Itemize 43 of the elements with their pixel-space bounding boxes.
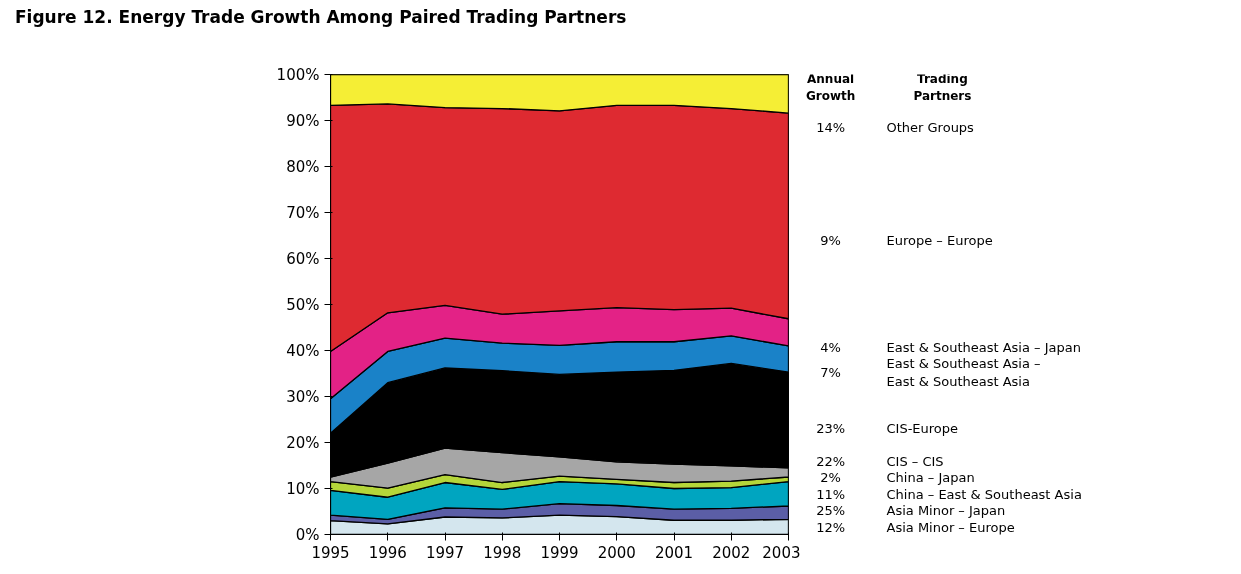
y-tick-label: 0% <box>295 525 320 544</box>
y-tick-label: 60% <box>286 249 320 268</box>
text: Annual Growth <box>805 72 856 104</box>
y-tick-label: 10% <box>286 479 320 498</box>
chart-title: Figure 12. Energy Trade Growth Among Paired Trading Partners <box>15 6 627 29</box>
text: China – East & Southeast Asia <box>886 486 1082 502</box>
text: East & Southeast Asia – East & Southeast Asia <box>886 355 1041 389</box>
text: 23% <box>816 421 846 437</box>
text: 9% <box>820 232 841 248</box>
text: 12% <box>816 519 846 535</box>
y-tick-label: 40% <box>286 341 320 360</box>
text: 14% <box>816 119 846 135</box>
x-tick-label: 1999 <box>540 543 579 562</box>
text: 7% <box>820 364 841 380</box>
y-tick-label: 20% <box>286 433 320 452</box>
y-tick-label: 30% <box>286 387 320 406</box>
text: Asia Minor – Europe <box>886 519 1015 535</box>
text: Asia Minor – Japan <box>886 503 1006 519</box>
text: Trading Partners <box>913 72 972 104</box>
text: 11% <box>816 486 846 502</box>
text: CIS – CIS <box>886 453 944 469</box>
y-tick-label: 90% <box>286 111 320 130</box>
text: China – Japan <box>886 470 975 486</box>
text: CIS-Europe <box>886 421 959 437</box>
text: East & Southeast Asia – Japan <box>886 340 1081 356</box>
y-tick-label: 100% <box>276 65 320 84</box>
x-tick-label: 2001 <box>654 543 694 562</box>
text: 22% <box>816 453 846 469</box>
y-tick-label: 70% <box>286 203 320 222</box>
y-tick-label: 80% <box>286 157 320 176</box>
x-tick-label: 2000 <box>597 543 636 562</box>
x-tick-label: 2003 <box>762 543 801 562</box>
x-tick-label: 2002 <box>712 543 751 562</box>
x-tick-label: 1995 <box>311 543 350 562</box>
text: Other Groups <box>886 119 975 135</box>
text: 2% <box>820 470 841 486</box>
text: 4% <box>820 340 841 356</box>
x-tick-label: 1997 <box>425 543 465 562</box>
x-tick-label: 1998 <box>483 543 522 562</box>
text: 25% <box>816 503 846 519</box>
x-tick-label: 1996 <box>368 543 407 562</box>
text: Europe – Europe <box>886 232 993 248</box>
y-tick-label: 50% <box>286 295 320 314</box>
